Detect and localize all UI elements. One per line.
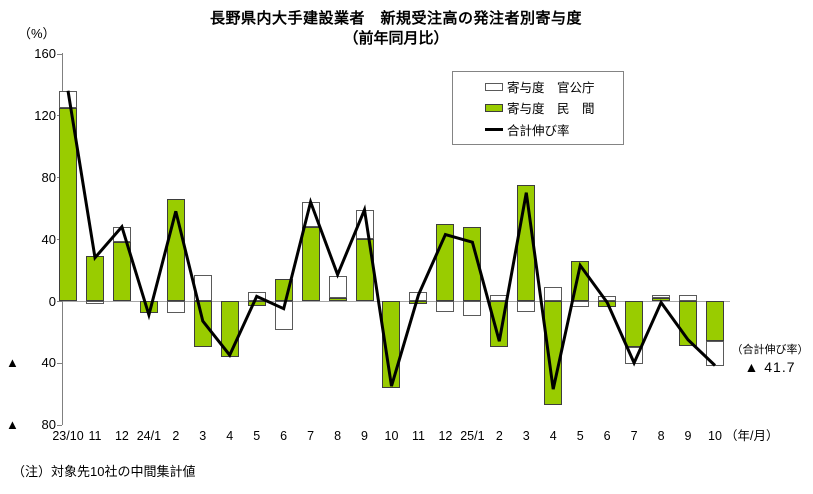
x-tick-label: 7 <box>307 429 315 443</box>
bar-private <box>301 226 320 301</box>
legend-item-private: 寄与度 民 間 <box>485 98 623 117</box>
bar-private <box>247 301 266 306</box>
private-swatch-icon <box>485 103 503 112</box>
bar-private <box>409 301 428 305</box>
annotation-label: （合計伸び率） <box>731 344 809 356</box>
bar-public <box>85 301 104 305</box>
bar-public <box>679 294 698 301</box>
y-tick-label: 0 <box>48 293 56 309</box>
x-tick-label: 11 <box>411 429 425 443</box>
legend-label-private: 寄与度 民 間 <box>507 102 595 117</box>
y-axis-tick <box>57 53 62 55</box>
y-tick-label: 40 <box>41 231 56 247</box>
bar-public <box>274 301 293 331</box>
x-tick-label: 2 <box>172 429 180 443</box>
bar-public <box>436 301 455 312</box>
chart-subtitle: （前年同月比） <box>343 30 449 47</box>
last-value-annotation: （合計伸び率） ▲ 41.7 <box>727 341 813 375</box>
x-tick-label: 4 <box>226 429 234 443</box>
bar-private <box>59 107 77 301</box>
x-tick-label: 10 <box>384 429 399 443</box>
legend-label-public: 寄与度 官公庁 <box>507 81 595 96</box>
public-swatch-icon <box>485 82 503 91</box>
x-tick-label: 2 <box>495 429 503 443</box>
x-tick-label: 24/1 <box>136 429 162 443</box>
x-tick-label: 3 <box>522 429 530 443</box>
bar-public <box>652 294 671 298</box>
x-tick-label: 4 <box>549 429 557 443</box>
annotation-value: ▲ 41.7 <box>744 359 796 375</box>
bar-public <box>463 301 482 317</box>
x-tick-label: 10 <box>708 429 722 443</box>
x-tick-label: 8 <box>657 429 665 443</box>
y-tick-label: ▲ 40 <box>6 355 56 371</box>
bar-private <box>193 301 212 348</box>
bar-private <box>112 242 131 301</box>
y-tick-label: ▲ 80 <box>6 417 56 433</box>
x-tick-label: 11 <box>88 429 102 443</box>
x-tick-label: 6 <box>280 429 288 443</box>
footnote: （注）対象先10社の中間集計値 <box>12 464 196 479</box>
bar-private <box>625 301 644 348</box>
chart-title: 長野県内大手建設業者 新規受注高の発注者別寄与度 <box>209 10 582 27</box>
x-tick-label: 3 <box>199 429 207 443</box>
legend: 寄与度 官公庁 寄与度 民 間 合計伸び率 <box>452 71 624 145</box>
y-axis-tick <box>57 362 62 364</box>
x-tick-label: 12 <box>114 429 129 443</box>
bar-private <box>463 226 482 301</box>
x-tick-label: 7 <box>630 429 638 443</box>
y-tick-label: 120 <box>34 107 56 123</box>
legend-item-public: 寄与度 官公庁 <box>485 77 623 96</box>
legend-label-total: 合計伸び率 <box>507 123 570 138</box>
x-tick-label: 12 <box>438 429 453 443</box>
x-tick-label: 9 <box>684 429 692 443</box>
legend-item-total-line: 合計伸び率 <box>485 120 623 139</box>
y-axis-tick <box>57 301 62 302</box>
x-tick-label: 8 <box>334 429 342 443</box>
negative-triangle-icon: ▲ <box>6 355 19 371</box>
bar-public <box>166 301 185 314</box>
bar-public <box>544 287 563 301</box>
x-tick-label: 23/10 <box>52 429 84 443</box>
bar-public <box>517 301 536 312</box>
x-axis-unit-label: （年/月） <box>724 429 779 443</box>
total-line-swatch-icon <box>485 127 503 131</box>
x-tick-label: 5 <box>576 429 584 443</box>
y-axis-unit-label: （%） <box>18 26 56 41</box>
negative-triangle-icon: ▲ <box>6 417 19 433</box>
bar-private <box>705 301 724 342</box>
x-tick-label: 25/1 <box>460 429 485 443</box>
bar-private <box>328 297 347 301</box>
y-tick-label: 80 <box>41 169 56 185</box>
y-axis-tick <box>57 424 62 426</box>
x-tick-label: 9 <box>361 429 368 443</box>
y-tick-label: 160 <box>34 46 56 62</box>
x-tick-label: 5 <box>253 429 261 443</box>
x-tick-label: 6 <box>603 429 611 443</box>
